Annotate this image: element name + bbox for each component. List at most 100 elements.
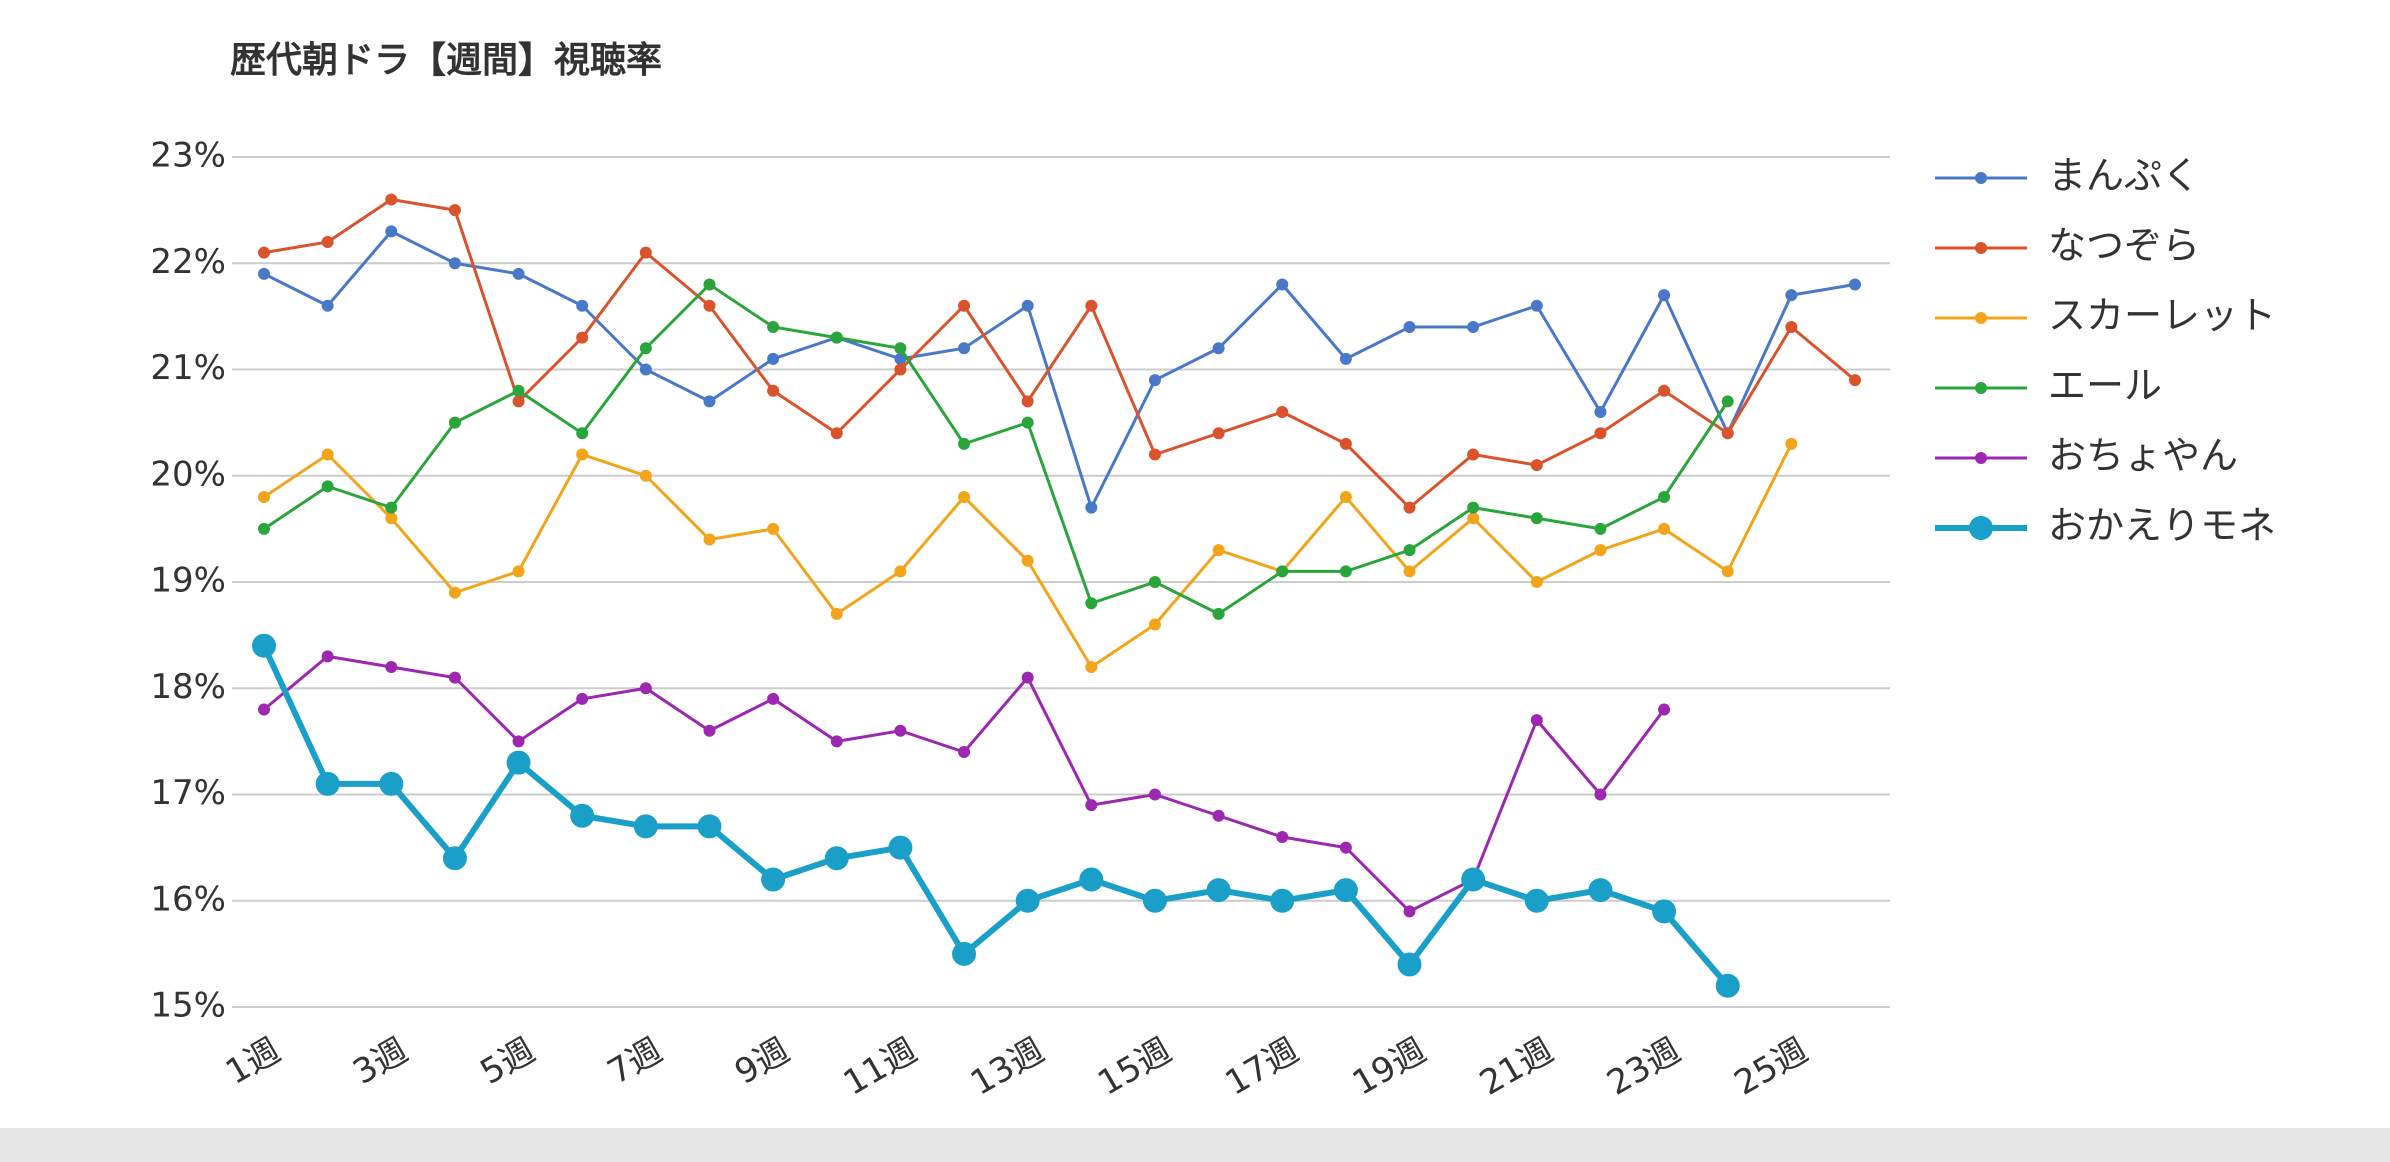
data-point	[1461, 867, 1486, 892]
data-point	[1148, 788, 1161, 801]
y-tick-label: 17%	[150, 773, 226, 813]
data-point	[1212, 427, 1225, 440]
data-point	[1015, 888, 1040, 913]
data-point	[1594, 544, 1607, 557]
data-point	[1212, 544, 1225, 557]
y-tick-label: 19%	[150, 561, 226, 601]
data-point	[1530, 299, 1543, 312]
data-point	[830, 331, 843, 344]
data-point	[1021, 416, 1034, 429]
data-point	[1721, 427, 1734, 440]
data-point	[767, 522, 780, 535]
data-point	[321, 480, 334, 493]
data-point	[576, 692, 589, 705]
data-point	[894, 724, 907, 737]
data-point	[1467, 501, 1480, 514]
data-point	[1212, 607, 1225, 620]
data-point	[1142, 888, 1167, 913]
data-point	[888, 835, 913, 860]
data-point	[1524, 888, 1549, 913]
legend-label: まんぷく	[2048, 154, 2200, 198]
data-point	[385, 501, 398, 514]
series-line	[263, 654, 1666, 914]
legend-marker	[1975, 382, 1987, 394]
data-point	[1333, 878, 1358, 903]
data-point	[1339, 437, 1352, 450]
data-point	[1397, 952, 1422, 977]
data-point	[1085, 661, 1098, 673]
data-point	[703, 278, 716, 291]
data-point	[576, 331, 589, 344]
data-point	[761, 867, 786, 892]
data-point	[379, 771, 404, 796]
data-point	[1658, 289, 1671, 302]
data-point	[703, 395, 716, 408]
data-point	[958, 491, 971, 503]
legend-marker	[1975, 172, 1987, 184]
y-tick-label: 15%	[150, 986, 226, 1026]
data-point	[639, 682, 652, 695]
data-point	[385, 225, 398, 238]
data-point	[1148, 448, 1161, 461]
data-point	[1530, 512, 1543, 525]
legend-marker	[1969, 516, 1993, 540]
x-tick-label: 13週	[964, 1030, 1051, 1103]
data-point	[1594, 427, 1607, 440]
legend-marker	[1975, 312, 1987, 324]
x-tick-label: 11週	[837, 1030, 924, 1103]
legend-label: おかえりモネ	[2048, 504, 2276, 548]
data-point	[824, 846, 849, 871]
data-point	[448, 586, 461, 599]
series-line	[263, 197, 1856, 510]
data-point	[1785, 437, 1798, 450]
data-point	[258, 703, 270, 716]
data-point	[1530, 459, 1543, 472]
data-point	[952, 941, 977, 966]
legend-label: スカーレット	[2048, 294, 2276, 338]
data-point	[958, 342, 971, 355]
data-point	[703, 299, 716, 312]
data-point	[1403, 321, 1416, 333]
data-point	[512, 735, 525, 748]
data-point	[1021, 554, 1034, 567]
data-point	[639, 342, 652, 355]
data-point	[639, 246, 652, 259]
x-tick-label: 1週	[219, 1030, 287, 1092]
data-point	[1467, 512, 1480, 525]
data-point	[1721, 565, 1734, 578]
data-point	[633, 814, 658, 839]
data-point	[1785, 321, 1798, 333]
data-point	[697, 814, 722, 839]
series-line	[263, 229, 1856, 512]
data-point	[894, 352, 907, 365]
data-point	[1270, 888, 1295, 913]
data-point	[1467, 321, 1480, 333]
chart-title: 歴代朝ドラ【週間】視聴率	[230, 40, 662, 81]
x-tick-label: 25週	[1728, 1030, 1815, 1103]
data-point	[1849, 278, 1861, 291]
data-point	[1079, 867, 1104, 892]
data-point	[767, 384, 780, 397]
data-point	[1212, 809, 1225, 822]
data-point	[385, 512, 398, 525]
data-point	[1594, 406, 1607, 418]
data-point	[448, 416, 461, 429]
data-point	[1594, 522, 1607, 535]
data-point	[506, 750, 531, 775]
data-point	[1021, 299, 1034, 312]
data-point	[1276, 406, 1289, 418]
series-line	[263, 282, 1729, 616]
data-point	[1021, 395, 1034, 408]
data-point	[1339, 565, 1352, 578]
data-point	[1530, 576, 1543, 588]
data-point	[767, 352, 780, 365]
series-line	[261, 644, 1730, 988]
data-point	[1658, 703, 1671, 716]
x-tick-label: 19週	[1346, 1030, 1433, 1103]
data-point	[1403, 565, 1416, 578]
data-point	[1403, 501, 1416, 514]
data-point	[1339, 841, 1352, 854]
data-point	[1849, 374, 1861, 387]
x-tick-label: 5週	[474, 1030, 542, 1092]
